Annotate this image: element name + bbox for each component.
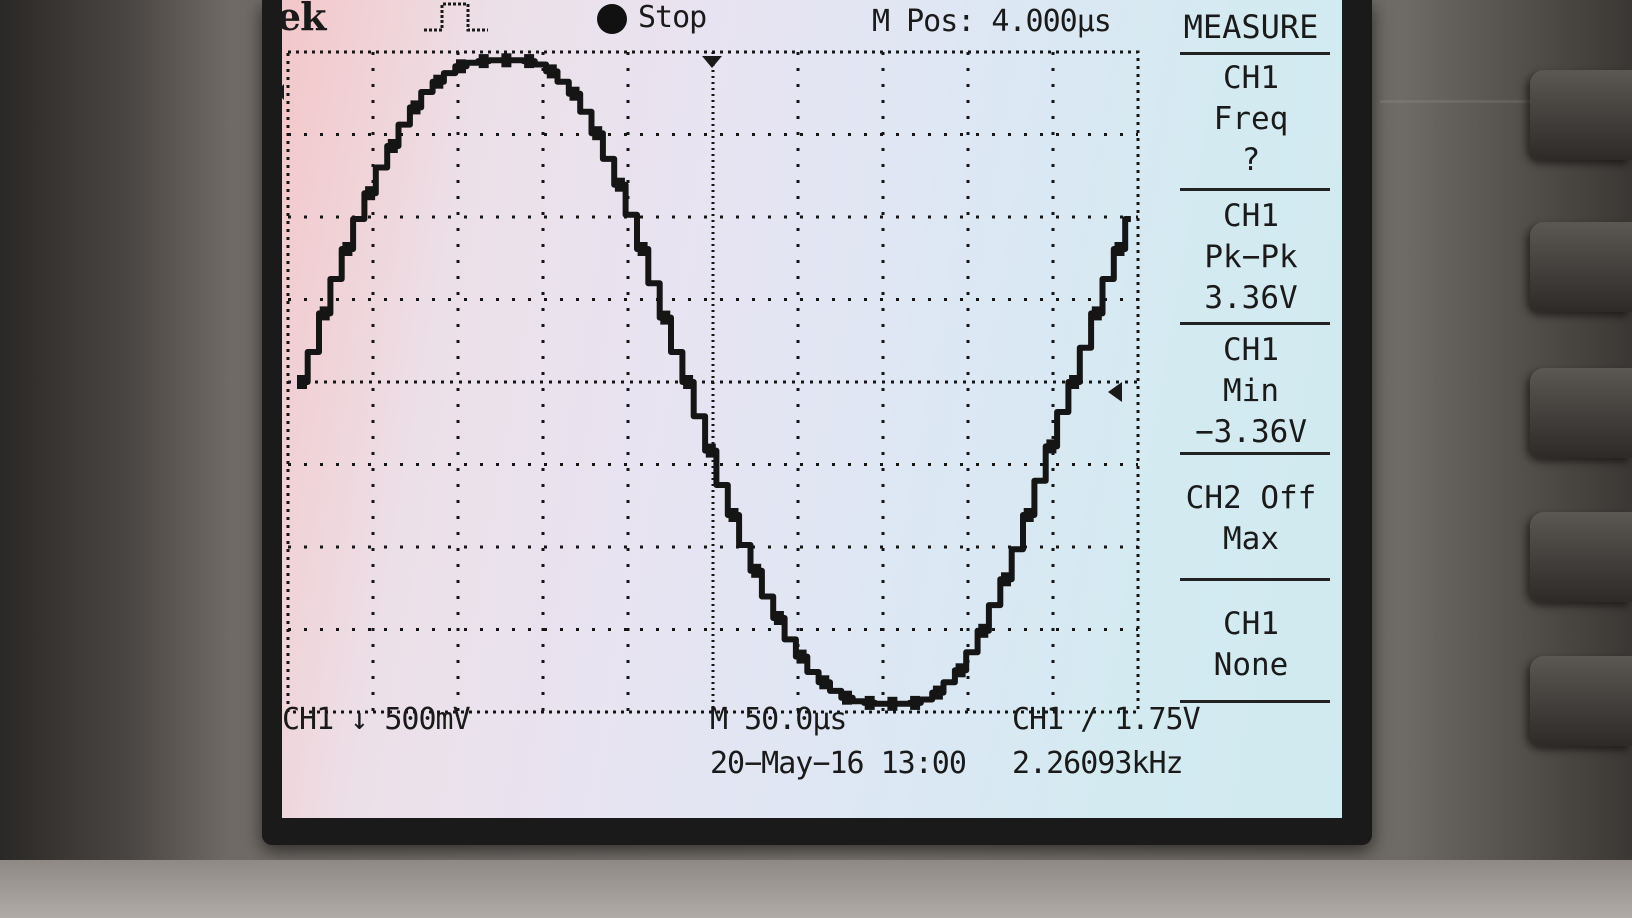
trigger-position-icon: [702, 56, 722, 68]
option-button-1[interactable]: [1530, 70, 1632, 160]
menu-item-line: CH2 Off: [1185, 480, 1317, 516]
ch1-trace: [297, 53, 1131, 711]
option-button-5[interactable]: [1530, 656, 1632, 746]
trigger-readout: CH1 ∕ 1.75V: [1012, 702, 1201, 737]
ch1-sample-point: [342, 242, 353, 256]
ch1-sample-point: [524, 54, 535, 69]
ch1-sample-point: [637, 242, 648, 256]
ch1-sample-point: [751, 563, 762, 578]
ch1-sample-point: [614, 177, 625, 192]
menu-divider: [1180, 578, 1330, 581]
ch1-sample-point: [910, 695, 921, 710]
ch1-trace-path: [302, 57, 1131, 707]
measure-menu: MEASURE CH1 Freq ? CH1 Pk−Pk 3.36V CH1 M…: [1160, 0, 1342, 760]
menu-item-line: Freq: [1213, 101, 1289, 137]
ch1-sample-point: [365, 186, 376, 201]
menu-item-line: CH1: [1223, 60, 1279, 96]
run-state-label: Stop: [638, 0, 707, 35]
menu-item-line: None: [1213, 647, 1289, 683]
ch1-sample-point: [387, 139, 398, 153]
ch1-sample-point: [1114, 242, 1125, 256]
menu-item-line: CH1: [1223, 606, 1279, 642]
menu-item-line: 3.36V: [1204, 280, 1298, 316]
brand-logo: Tek: [282, 0, 326, 39]
menu-item-line: Min: [1223, 373, 1279, 409]
oscilloscope-screen: Tek Stop M Pos: 4.000µs 1 CH1 ↓ 500mV M …: [282, 0, 1342, 818]
menu-divider: [1180, 188, 1330, 191]
timebase-readout: M 50.0µs: [710, 702, 847, 737]
ch1-sample-point: [819, 675, 830, 690]
option-button-2[interactable]: [1530, 222, 1632, 312]
ch1-sample-point: [410, 100, 421, 115]
ch1-sample-point: [546, 64, 557, 79]
ch1-sample-point: [456, 59, 466, 74]
ch1-ground-arrow-icon: [282, 84, 284, 100]
ch1-sample-point: [319, 306, 330, 321]
menu-divider: [1180, 700, 1330, 703]
ch1-sample-point: [433, 74, 444, 89]
ch1-sample-point: [1046, 439, 1057, 454]
ch1-sample-point: [773, 611, 784, 625]
waveform-display: 1: [282, 50, 1140, 714]
trigger-level-icon: [1108, 382, 1122, 402]
ch1-sample-point: [1069, 375, 1080, 389]
ch1-sample-point: [932, 685, 943, 700]
menu-divider: [1180, 452, 1330, 455]
ch1-sample-point: [1023, 508, 1034, 522]
ch1-sample-point: [501, 53, 512, 68]
ch1-sample-point: [478, 54, 489, 69]
menu-divider: [1180, 52, 1330, 55]
menu-item-line: −3.36V: [1195, 414, 1307, 450]
ch1-sample-point: [1001, 572, 1011, 587]
datetime-readout: 20−May−16 13:00: [710, 746, 967, 781]
menu-title: MEASURE: [1183, 8, 1319, 46]
panel-ledge: [1380, 100, 1632, 103]
horizontal-position-readout: M Pos: 4.000µs: [872, 4, 1112, 39]
option-buttons-panel: [1380, 0, 1632, 918]
ch1-sample-point: [660, 310, 671, 325]
menu-item-line: ?: [1241, 142, 1261, 178]
graticule-grid: [286, 50, 1140, 714]
option-button-4[interactable]: [1530, 512, 1632, 602]
ch1-sample-point: [705, 443, 716, 458]
ch1-sample-point: [796, 649, 807, 664]
menu-item-line: CH1: [1223, 332, 1279, 368]
ch1-sample-point: [728, 508, 739, 522]
ch1-sample-point: [1091, 306, 1102, 321]
run-state-icon: [597, 4, 627, 34]
option-button-3[interactable]: [1530, 368, 1632, 458]
menu-item-line: Max: [1223, 521, 1279, 557]
menu-item-line: Pk−Pk: [1204, 239, 1298, 275]
ch1-scale-readout: CH1 ↓ 500mV: [282, 702, 471, 737]
acquisition-icon: [424, 2, 488, 32]
ch1-sample-point: [592, 126, 603, 141]
frequency-readout: 2.26093kHz: [1012, 746, 1184, 781]
ch1-sample-point: [842, 690, 852, 705]
ch1-sample-point: [569, 86, 580, 101]
ch1-sample-point: [978, 623, 989, 638]
ch1-sample-point: [297, 375, 307, 389]
ch1-sample-point: [683, 375, 694, 389]
ch1-sample-point: [887, 696, 898, 711]
menu-item-line: CH1: [1223, 198, 1279, 234]
instrument-bottom-frame: [0, 860, 1632, 918]
menu-divider: [1180, 322, 1330, 325]
ch1-sample-point: [955, 663, 966, 678]
ch1-sample-point: [864, 695, 875, 710]
